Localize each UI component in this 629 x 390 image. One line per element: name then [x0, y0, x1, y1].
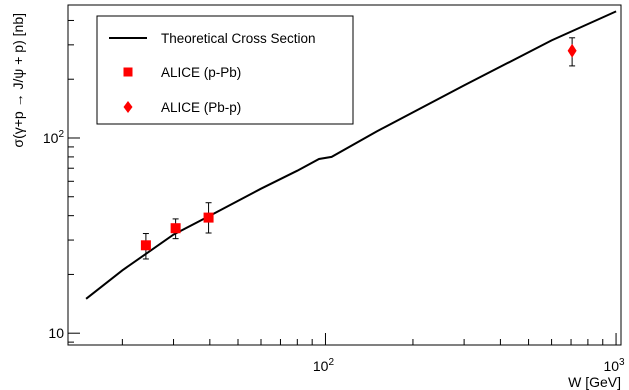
x-tick-label: 102 [313, 357, 335, 374]
legend: Theoretical Cross Section ALICE (p-Pb) A… [96, 15, 354, 125]
y-tick-label: 102 [43, 129, 65, 146]
theory-curve [85, 10, 617, 300]
data-point-ppb [170, 223, 181, 234]
x-tick-base: 10 [603, 358, 619, 374]
legend-label-ppb: ALICE (p-Pb) [161, 65, 241, 80]
x-axis-label: W [GeV] [568, 374, 621, 390]
x-tick-exponent: 2 [328, 357, 334, 368]
legend-box [96, 15, 354, 125]
y-tick-exponent: 2 [58, 129, 64, 140]
legend-square-swatch [123, 67, 133, 77]
data-point-ppb [140, 240, 151, 251]
legend-label-pbp: ALICE (Pb-p) [161, 100, 241, 115]
legend-diamond-swatch [123, 101, 133, 113]
data-point-ppb [203, 212, 214, 223]
x-tick-exponent: 3 [619, 357, 625, 368]
y-tick-base: 10 [43, 130, 59, 146]
plot-frame [67, 4, 622, 346]
y-tick-label: 10 [48, 325, 64, 341]
data-point-pbp [567, 43, 577, 58]
x-tick-base: 10 [313, 358, 329, 374]
y-axis-label: σ(γ+p → J/ψ + p) [nb] [10, 13, 26, 148]
legend-label-theory: Theoretical Cross Section [161, 31, 316, 46]
data-layer [85, 10, 617, 300]
axis-ticks [68, 19, 617, 345]
x-tick-label: 103 [603, 357, 625, 374]
